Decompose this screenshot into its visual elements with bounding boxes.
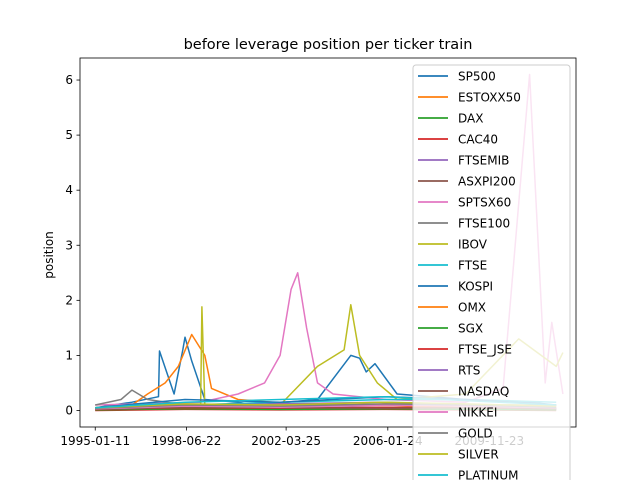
x-tick-label: 2006-01-24 [353, 434, 423, 448]
y-axis-label: position [42, 231, 56, 279]
chart-title: before leverage position per ticker trai… [184, 37, 473, 53]
y-tick-label: 4 [65, 183, 73, 197]
y-tick-label: 2 [65, 293, 73, 307]
legend-label: IBOV [458, 238, 488, 252]
legend-label: SILVER [458, 448, 499, 462]
legend-label: ASXPI200 [458, 175, 516, 189]
x-tick-label: 1998-06-22 [152, 434, 222, 448]
legend-label: SP500 [458, 70, 496, 84]
legend-label: FTSE [458, 259, 487, 273]
legend-label: OMX [458, 301, 486, 315]
x-tick-label: 1995-01-11 [60, 434, 130, 448]
legend-label: CAC40 [458, 133, 498, 147]
legend-label: NASDAQ [458, 385, 509, 399]
legend-label: DAX [458, 112, 483, 126]
legend-label: KOSPI [458, 280, 493, 294]
legend-label: FTSEMIB [458, 154, 509, 168]
legend-label: SGX [458, 322, 483, 336]
legend-label: RTS [458, 364, 480, 378]
legend-label: GOLD [458, 427, 493, 441]
legend-label: SPTSX60 [458, 196, 511, 210]
legend-label: ESTOXX50 [458, 91, 521, 105]
y-tick-label: 0 [65, 403, 73, 417]
plot-frame [79, 57, 577, 428]
legend: SP500 ESTOXX50 DAX CAC40 FTSEMIB ASXPI200 SPTS… [412, 64, 571, 480]
y-axis: 0 1 2 3 4 5 6 [65, 73, 80, 417]
y-tick-label: 3 [65, 238, 73, 252]
y-tick-label: 5 [65, 128, 73, 142]
legend-label: FTSE100 [458, 217, 510, 231]
legend-label: FTSE_JSE [458, 343, 512, 357]
legend-label: PLATINUM [458, 469, 518, 480]
y-tick-label: 1 [65, 348, 73, 362]
y-tick-label: 6 [65, 73, 73, 87]
legend-label: NIKKEI [458, 406, 497, 420]
x-tick-label: 2002-03-25 [251, 434, 321, 448]
legend-box [412, 64, 571, 480]
